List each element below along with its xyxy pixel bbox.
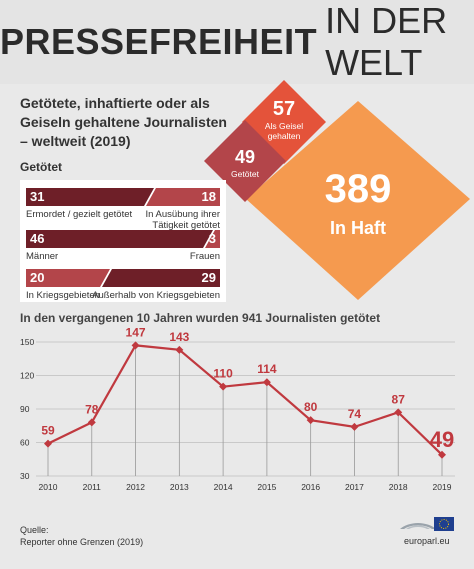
bar-right-label: In Ausübung ihrer Tätigkeit getötet [145,209,220,231]
source-block: Quelle: Reporter ohne Grenzen (2019) [20,524,143,548]
breakdown-panel: 31 18 Ermordet / gezielt getötet In Ausübun… [20,180,226,302]
breakdown-bar [26,230,220,248]
bar-left-label: In Kriegsgebieten [26,290,100,301]
data-label: 110 [213,367,233,381]
data-label: 74 [348,407,362,421]
data-label: 49 [430,427,454,452]
data-point [44,439,52,448]
y-tick-label: 90 [20,404,30,414]
data-point [175,345,184,354]
diamonds-graphic [204,80,470,300]
data-point [87,418,96,427]
bar-left-segment [26,230,213,248]
killed-section-label: Getötet [20,160,62,174]
title-light: IN DER WELT [325,0,448,83]
line-chart-title: In den vergangenen 10 Jahren wurden 941 … [20,311,381,325]
source-label: Quelle: [20,525,49,535]
line-chart: 30 60 90 120 150 59 2010 78 2011 147 2012 143 2013 11… [20,328,455,492]
page-title: PRESSEFREIHEIT IN DER WELT [0,0,474,84]
bar-right-label: Frauen [189,251,220,262]
prison-value: 389 [324,167,392,211]
hostage-label: Als Geisel gehalten [264,121,304,141]
data-label: 143 [169,330,189,344]
y-tick-label: 60 [20,438,30,448]
bar-right-segment [102,269,220,287]
breakdown-bar [26,188,220,206]
data-point [131,341,140,350]
x-tick-label: 2016 [301,482,320,492]
bar-left-value: 20 [30,270,45,285]
x-tick-label: 2019 [433,482,452,492]
x-tick-label: 2018 [389,482,408,492]
bar-left-label: Ermordet / gezielt getötet [26,209,133,220]
x-tick-label: 2017 [345,482,364,492]
y-tick-label: 120 [20,371,34,381]
x-tick-label: 2015 [257,482,276,492]
data-label: 114 [257,362,277,376]
x-tick-label: 2011 [83,482,102,492]
data-point [350,422,359,431]
hostage-value: 57 [272,98,296,120]
title-bold: PRESSEFREIHEIT [0,21,318,62]
bar-right-value: 3 [208,231,216,246]
data-label: 80 [304,400,318,414]
series-line [47,344,443,456]
bar-right-value: 18 [201,189,216,204]
data-label: 147 [126,328,146,339]
y-tick-label: 150 [20,337,34,347]
bar-left-segment [26,269,110,287]
x-tick-label: 2014 [214,482,233,492]
killed-value: 49 [234,147,256,167]
breakdown-bar [26,269,220,287]
prison-diamond [246,101,470,300]
x-tick-label: 2012 [126,482,145,492]
x-tick-label: 2013 [170,482,189,492]
data-point [219,382,228,391]
y-tick-label: 30 [20,471,30,481]
data-point [262,378,271,387]
bar-right-segment [146,188,220,206]
data-label: 78 [85,402,99,416]
killed-diamond-label: Getötet [231,169,259,179]
data-label: 87 [392,392,406,406]
bar-left-value: 46 [30,231,45,246]
bar-right-value: 29 [201,270,216,285]
breakdown-row: 20 29 In Kriegsgebieten Außerhalb von Krieg… [26,269,220,301]
parliament-logo-icon [400,517,454,531]
x-tick-label: 2010 [39,482,58,492]
bar-left-value: 31 [30,189,45,204]
data-point [394,408,403,417]
subtitle: Getötete, inhaftierte oder als Geiseln g… [20,95,227,149]
breakdown-row: 31 18 Ermordet / gezielt getötet In Ausübun… [26,188,220,231]
data-label: 59 [41,424,55,438]
prison-label: In Haft [330,218,386,238]
bar-left-label: Männer [26,251,59,262]
bar-left-segment [26,188,154,206]
data-point [438,450,446,459]
bar-right-segment [205,230,220,248]
data-point [306,416,315,425]
logo-text: europarl.eu [404,536,450,546]
source-text: Reporter ohne Grenzen (2019) [20,537,144,547]
bar-right-label: Außerhalb von Kriegsgebieten [92,290,220,301]
breakdown-row: 46 3 Männer Frauen [26,230,220,262]
